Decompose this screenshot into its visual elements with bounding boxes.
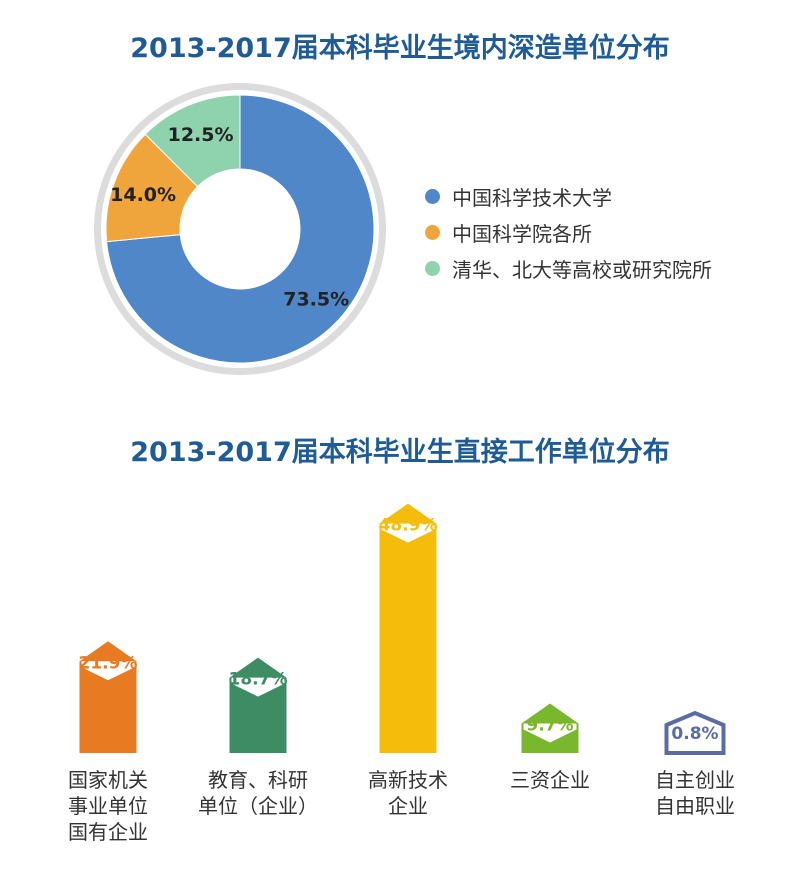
legend-item-3: 清华、北大等高校或研究院所 [425, 250, 712, 286]
legend-swatch-1 [425, 188, 440, 204]
legend-label-3: 清华、北大等高校或研究院所 [452, 257, 712, 282]
bar-cap-3 [379, 503, 437, 524]
legend-item-1: 中国科学技术大学 [425, 178, 712, 214]
legend-swatch-3 [425, 260, 440, 276]
donut-slice-label-2: 14.0% [110, 184, 176, 206]
bar-5 [664, 710, 726, 755]
donut-slice-label-1: 73.5% [283, 288, 349, 310]
bar-chart-title: 2013-2017届本科毕业生直接工作单位分布 [130, 437, 670, 468]
bar-cap-4 [521, 703, 579, 724]
bar-cap-2 [229, 657, 287, 678]
bar-category-label-3: 高新技术 企业 [368, 768, 448, 818]
bar-cap-1 [79, 641, 137, 662]
bar-value-label-4: 9.7% [526, 716, 573, 736]
legend-label-2: 中国科学院各所 [452, 221, 592, 246]
pie-legend: 中国科学技术大学 中国科学院各所清华、北大等高校或研究院所 [425, 178, 712, 286]
bar-3 [379, 523, 437, 753]
bar-value-label-2: 18.7% [229, 670, 288, 690]
legend-label-1: 中国科学技术大学 [452, 185, 612, 210]
bar-value-label-5: 0.8% [671, 724, 718, 744]
bar-value-label-3: 48.9% [379, 516, 438, 536]
bar-category-label-2: 教育、科研 单位（企业） [198, 768, 318, 818]
bar-category-label-4: 三资企业 [510, 768, 590, 792]
legend-swatch-2 [425, 224, 440, 240]
donut-slice-label-3: 12.5% [168, 124, 234, 146]
donut-slice-1 [106, 94, 375, 364]
bar-value-label-1: 21.9% [79, 653, 138, 673]
legend-item-2: 中国科学院各所 [425, 214, 712, 250]
donut-slice-3 [144, 94, 241, 188]
bar-category-label-5: 自主创业 自由职业 [655, 768, 735, 818]
pie-chart-title: 2013-2017届本科毕业生境内深造单位分布 [130, 33, 670, 64]
bar-category-label-1: 国家机关 事业单位 国有企业 [68, 768, 148, 844]
